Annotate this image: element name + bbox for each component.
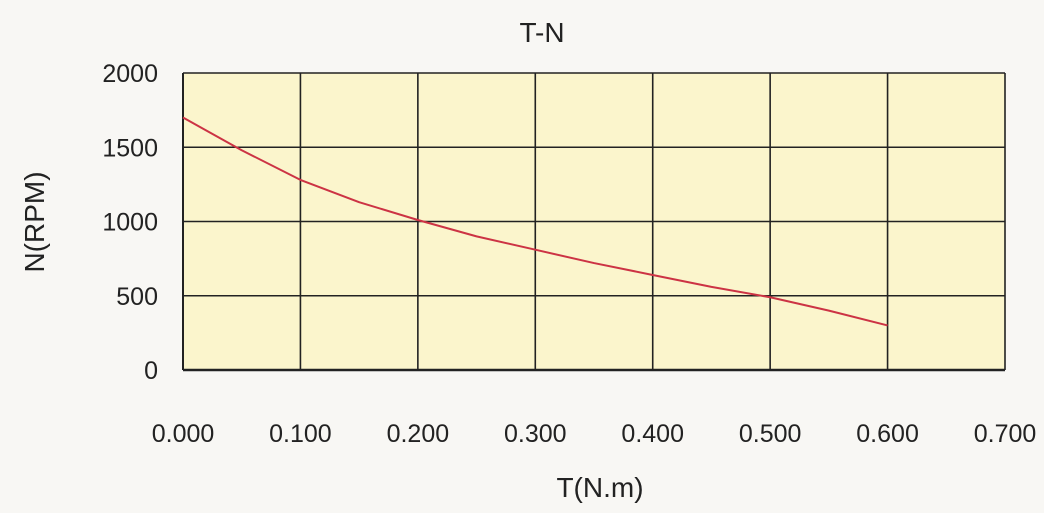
- x-axis-label: T(N.m): [556, 472, 643, 503]
- x-tick-label: 0.400: [621, 420, 684, 448]
- x-tick-label: 0.000: [152, 420, 215, 448]
- y-tick-label: 1500: [102, 134, 158, 162]
- y-axis-label: N(RPM): [19, 171, 50, 272]
- chart-title: T-N: [519, 17, 564, 48]
- x-tick-label: 0.200: [387, 420, 450, 448]
- y-tick-labels: 0 500 1000 1500 2000: [102, 60, 158, 385]
- x-tick-label: 0.700: [974, 420, 1037, 448]
- x-tick-label: 0.100: [269, 420, 332, 448]
- x-tick-label: 0.500: [739, 420, 802, 448]
- y-tick-label: 0: [144, 357, 158, 385]
- series-line: [182, 116, 888, 327]
- x-tick-label: 0.300: [504, 420, 567, 448]
- x-tick-labels: 0.000 0.100 0.200 0.300 0.400 0.500 0.600 0.700: [152, 420, 1037, 448]
- series-layer: [182, 116, 888, 327]
- y-tick-label: 2000: [102, 60, 158, 88]
- x-tick-label: 0.600: [856, 420, 919, 448]
- grid-lines: [182, 72, 1006, 372]
- y-tick-label: 1000: [102, 209, 158, 237]
- y-tick-label: 500: [116, 283, 158, 311]
